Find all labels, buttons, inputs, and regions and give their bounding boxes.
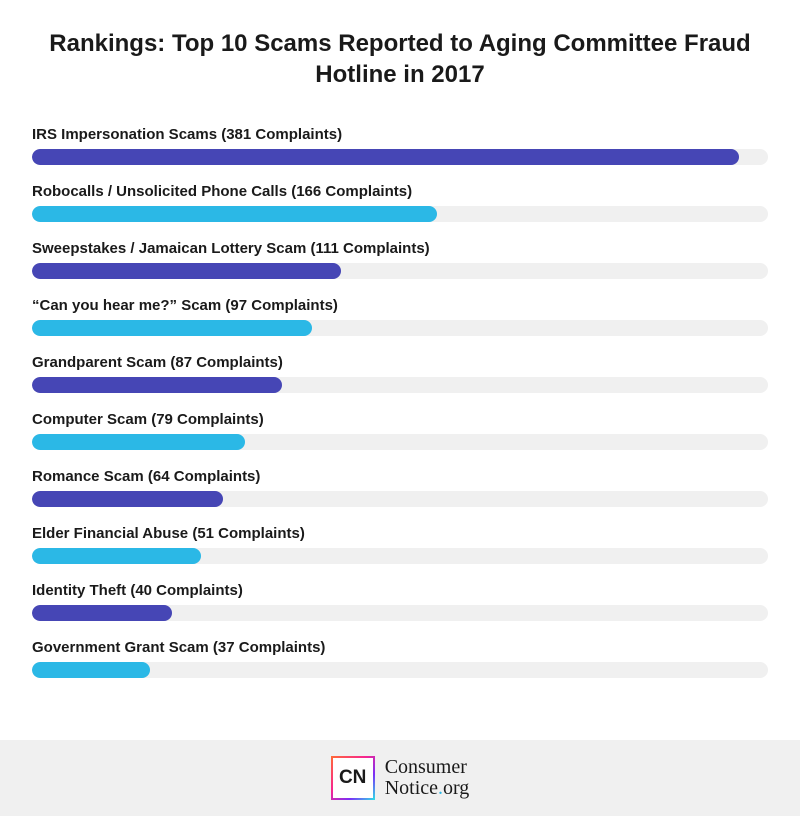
chart-container: Rankings: Top 10 Scams Reported to Aging… xyxy=(0,0,800,678)
bar-list: IRS Impersonation Scams (381 Complaints)… xyxy=(32,126,768,678)
bar-track xyxy=(32,320,768,336)
bar-label: Identity Theft (40 Complaints) xyxy=(32,582,768,599)
bar-row: Sweepstakes / Jamaican Lottery Scam (111… xyxy=(32,240,768,279)
brand-logo-icon: CN xyxy=(331,756,375,800)
bar-label: Elder Financial Abuse (51 Complaints) xyxy=(32,525,768,542)
brand-line1: Consumer xyxy=(385,757,470,778)
bar-label: Sweepstakes / Jamaican Lottery Scam (111… xyxy=(32,240,768,257)
bar-row: “Can you hear me?” Scam (97 Complaints) xyxy=(32,297,768,336)
bar-track xyxy=(32,491,768,507)
logo-initials: CN xyxy=(339,767,366,789)
bar-fill xyxy=(32,206,437,222)
bar-track xyxy=(32,434,768,450)
bar-label: Government Grant Scam (37 Complaints) xyxy=(32,639,768,656)
bar-label: IRS Impersonation Scams (381 Complaints) xyxy=(32,126,768,143)
bar-track xyxy=(32,548,768,564)
bar-label: “Can you hear me?” Scam (97 Complaints) xyxy=(32,297,768,314)
bar-row: Government Grant Scam (37 Complaints) xyxy=(32,639,768,678)
bar-track xyxy=(32,206,768,222)
bar-track xyxy=(32,377,768,393)
bar-label: Grandparent Scam (87 Complaints) xyxy=(32,354,768,371)
brand-line2: Notice.org xyxy=(385,778,470,799)
bar-row: Romance Scam (64 Complaints) xyxy=(32,468,768,507)
bar-fill xyxy=(32,263,341,279)
bar-row: Computer Scam (79 Complaints) xyxy=(32,411,768,450)
bar-label: Romance Scam (64 Complaints) xyxy=(32,468,768,485)
bar-row: Grandparent Scam (87 Complaints) xyxy=(32,354,768,393)
bar-track xyxy=(32,662,768,678)
bar-row: Robocalls / Unsolicited Phone Calls (166… xyxy=(32,183,768,222)
bar-fill xyxy=(32,605,172,621)
bar-track xyxy=(32,149,768,165)
bar-track xyxy=(32,605,768,621)
bar-fill xyxy=(32,320,312,336)
bar-fill xyxy=(32,491,223,507)
bar-track xyxy=(32,263,768,279)
footer: CN Consumer Notice.org xyxy=(0,740,800,816)
bar-row: Elder Financial Abuse (51 Complaints) xyxy=(32,525,768,564)
chart-title: Rankings: Top 10 Scams Reported to Aging… xyxy=(32,28,768,90)
bar-row: IRS Impersonation Scams (381 Complaints) xyxy=(32,126,768,165)
bar-fill xyxy=(32,434,245,450)
bar-fill xyxy=(32,662,150,678)
bar-row: Identity Theft (40 Complaints) xyxy=(32,582,768,621)
bar-fill xyxy=(32,149,739,165)
bar-label: Computer Scam (79 Complaints) xyxy=(32,411,768,428)
bar-label: Robocalls / Unsolicited Phone Calls (166… xyxy=(32,183,768,200)
bar-fill xyxy=(32,377,282,393)
brand-logo-text: Consumer Notice.org xyxy=(385,757,470,799)
bar-fill xyxy=(32,548,201,564)
